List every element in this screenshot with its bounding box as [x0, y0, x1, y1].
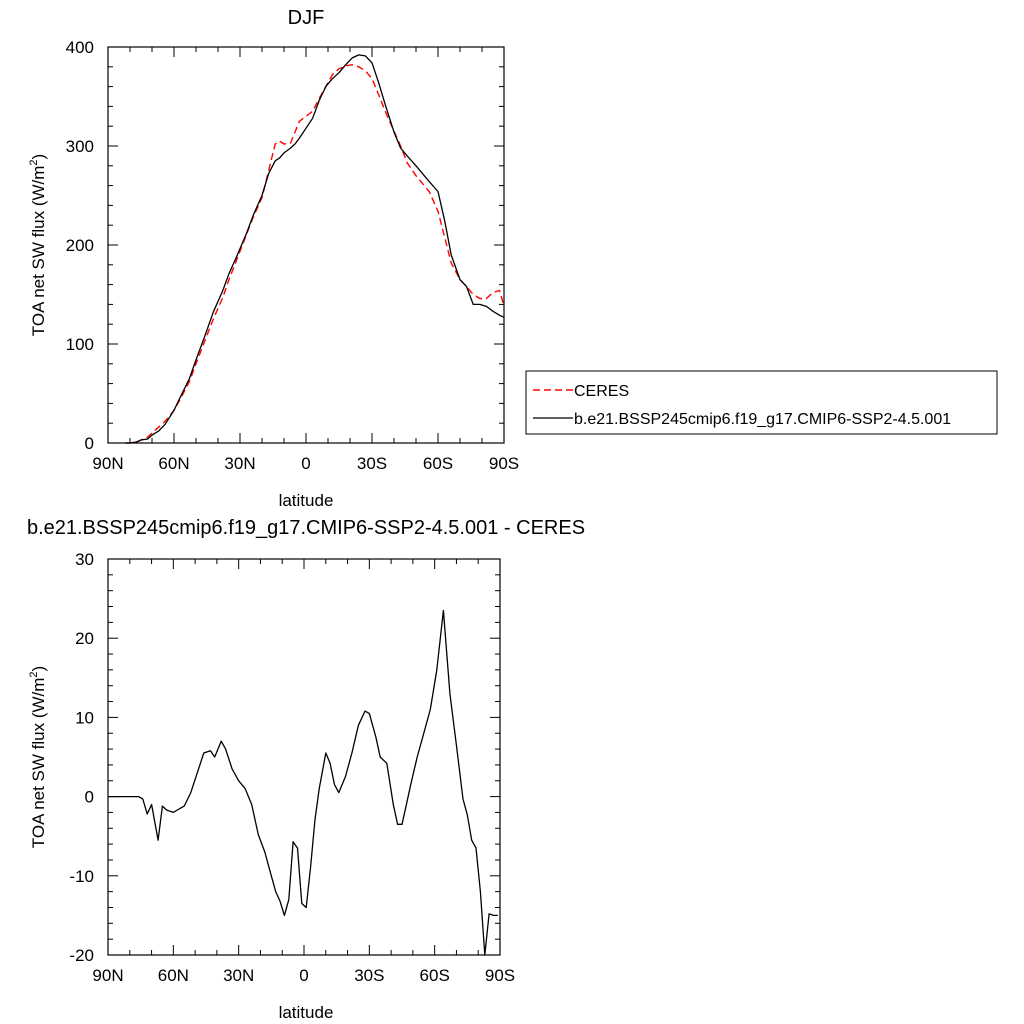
top-x-tick-label: 30N — [224, 454, 255, 473]
top-y-tick-label: 100 — [66, 335, 94, 354]
legend-box — [525, 370, 998, 435]
top-plot-frame — [107, 46, 505, 444]
bottom-y-tick-label: 0 — [85, 788, 94, 807]
top-x-tick-label: 60S — [423, 454, 453, 473]
legend-label-model: b.e21.BSSP245cmip6.f19_g17.CMIP6-SSP2-4.… — [574, 411, 951, 428]
top-x-tick-label: 90S — [489, 454, 519, 473]
top-x-tick-label: 60N — [158, 454, 189, 473]
bottom-x-tick-label: 60N — [158, 966, 189, 985]
bottom-x-tick-label: 60S — [420, 966, 450, 985]
bottom-x-tick-label: 30S — [354, 966, 384, 985]
bottom-panel: b.e21.BSSP245cmip6.f19_g17.CMIP6-SSP2-4.… — [27, 517, 585, 1022]
bottom-x-axis-label: latitude — [279, 1003, 334, 1022]
bottom-y-tick-label: 20 — [75, 629, 94, 648]
top-panel: DJF TOA net SW flux (W/m2) latitude 90N 6… — [28, 7, 519, 510]
top-series-line-1 — [125, 54, 505, 444]
bottom-y-tick-label: 10 — [75, 708, 94, 727]
bottom-y-axis-label: TOA net SW flux (W/m2) — [28, 666, 48, 848]
legend-label-ceres: CERES — [574, 383, 629, 400]
top-y-axis-label: TOA net SW flux (W/m2) — [28, 154, 48, 336]
top-axis-ticks: 90N 60N 30N 0 30S 60S 90S 0 100 200 300 400 — [66, 38, 520, 473]
bottom-series-group — [108, 609, 498, 956]
top-series-line-0 — [125, 64, 505, 444]
bottom-y-tick-label: -10 — [69, 867, 94, 886]
top-y-tick-label: 300 — [66, 137, 94, 156]
bottom-plot-frame — [107, 558, 501, 956]
bottom-series-line-0 — [108, 609, 498, 956]
top-y-tick-label: 200 — [66, 236, 94, 255]
bottom-x-tick-label: 30N — [223, 966, 254, 985]
top-x-tick-label: 90N — [92, 454, 123, 473]
top-series-group — [125, 54, 505, 444]
bottom-y-tick-label: -20 — [69, 946, 94, 965]
top-chart-title: DJF — [288, 7, 325, 29]
bottom-x-tick-label: 90N — [92, 966, 123, 985]
top-x-tick-label: 30S — [357, 454, 387, 473]
bottom-chart-title: b.e21.BSSP245cmip6.f19_g17.CMIP6-SSP2-4.… — [27, 517, 585, 539]
legend: CERES b.e21.BSSP245cmip6.f19_g17.CMIP6-S… — [525, 370, 998, 435]
bottom-x-tick-label: 90S — [485, 966, 515, 985]
top-x-tick-label: 0 — [301, 454, 310, 473]
top-y-tick-label: 0 — [85, 434, 94, 453]
bottom-y-tick-label: 30 — [75, 550, 94, 569]
top-y-tick-label: 400 — [66, 38, 94, 57]
top-x-axis-label: latitude — [279, 491, 334, 510]
bottom-x-tick-label: 0 — [299, 966, 308, 985]
bottom-axis-ticks: 90N 60N 30N 0 30S 60S 90S -20 -10 0 10 20 30 — [69, 550, 515, 985]
